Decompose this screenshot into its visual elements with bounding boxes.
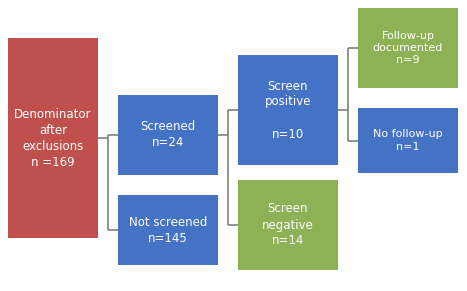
Bar xyxy=(118,95,218,175)
Bar xyxy=(118,195,218,265)
Text: Follow-up
documented
n=9: Follow-up documented n=9 xyxy=(373,31,443,65)
Text: Screen
negative
n=14: Screen negative n=14 xyxy=(262,203,314,248)
Bar xyxy=(238,55,338,165)
Text: Denominator
after
exclusions
n =169: Denominator after exclusions n =169 xyxy=(14,107,92,168)
Bar xyxy=(8,38,98,238)
Text: Screen
positive

n=10: Screen positive n=10 xyxy=(265,79,311,141)
Bar xyxy=(238,180,338,270)
Text: Not screened
n=145: Not screened n=145 xyxy=(129,216,207,244)
Bar xyxy=(358,8,458,88)
Text: Screened
n=24: Screened n=24 xyxy=(141,120,196,150)
Text: No follow-up
n=1: No follow-up n=1 xyxy=(373,129,443,152)
Bar xyxy=(358,108,458,173)
